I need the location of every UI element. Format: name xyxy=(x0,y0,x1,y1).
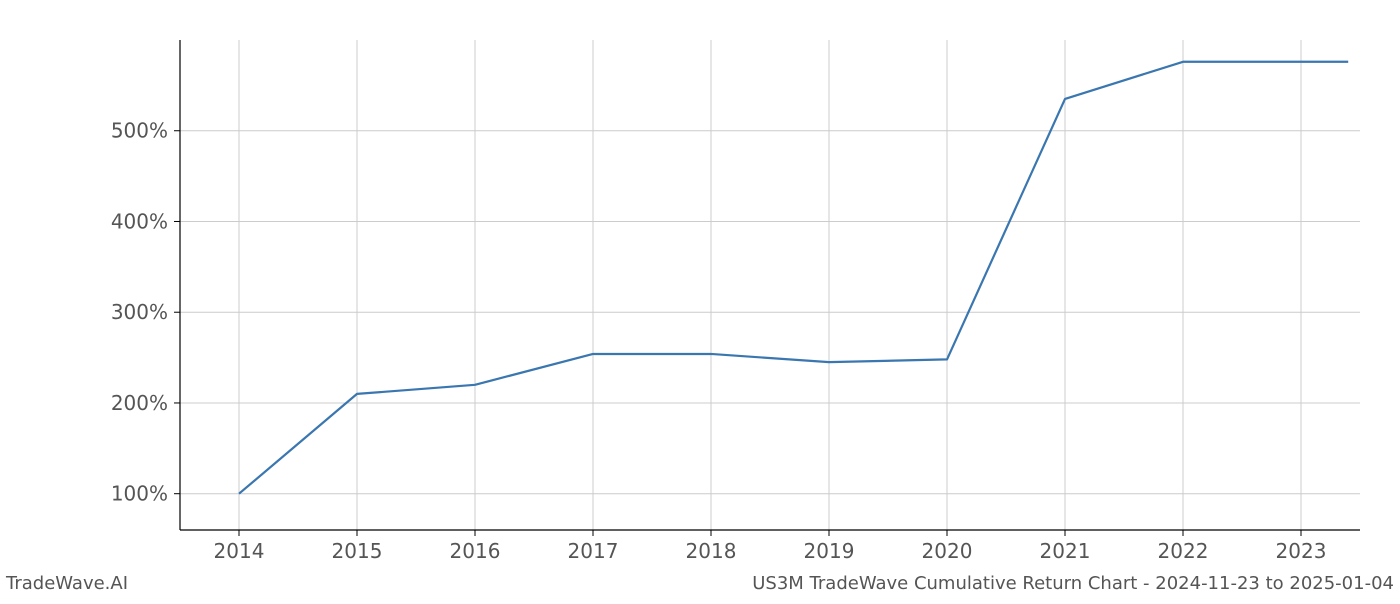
x-tick-label: 2018 xyxy=(686,539,737,563)
footer-caption: US3M TradeWave Cumulative Return Chart -… xyxy=(752,573,1394,594)
y-tick-label: 100% xyxy=(111,482,168,506)
x-tick-label: 2020 xyxy=(922,539,973,563)
y-tick-label: 500% xyxy=(111,119,168,143)
x-tick-label: 2014 xyxy=(214,539,265,563)
x-tick-label: 2022 xyxy=(1158,539,1209,563)
x-tick-label: 2016 xyxy=(450,539,501,563)
y-tick-label: 400% xyxy=(111,209,168,233)
y-tick-label: 300% xyxy=(111,300,168,324)
x-tick-label: 2021 xyxy=(1040,539,1091,563)
x-tick-label: 2015 xyxy=(332,539,383,563)
chart-container: 2014 2015 2016 2017 2018 2019 2020 2021 2022 2023… xyxy=(0,0,1400,600)
data-line xyxy=(239,62,1348,494)
line-chart: 2014 2015 2016 2017 2018 2019 2020 2021 2022 2023… xyxy=(0,0,1400,600)
x-tick-label: 2019 xyxy=(804,539,855,563)
y-tick-label: 200% xyxy=(111,391,168,415)
x-tick-label: 2023 xyxy=(1276,539,1327,563)
footer-brand: TradeWave.AI xyxy=(6,573,128,594)
x-tick-label: 2017 xyxy=(568,539,619,563)
